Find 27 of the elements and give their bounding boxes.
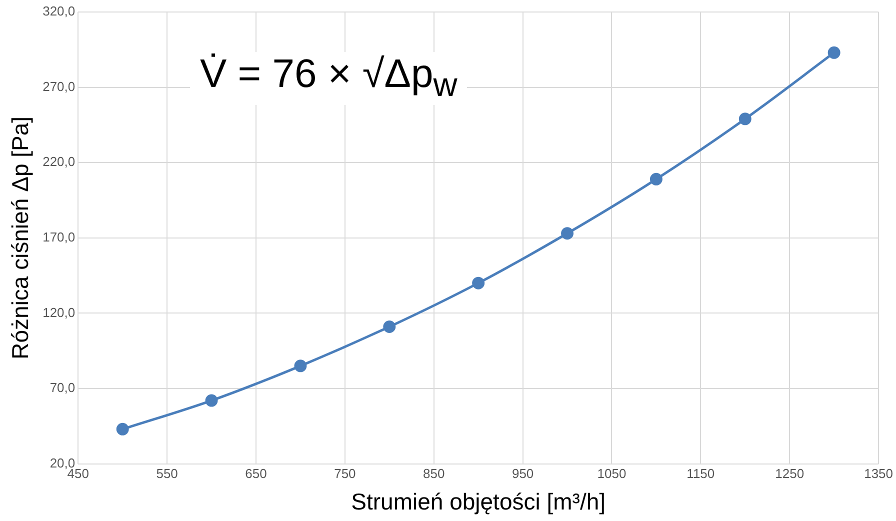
x-tick-label: 950 bbox=[512, 466, 534, 482]
x-tick-label: 650 bbox=[245, 466, 267, 482]
point bbox=[294, 360, 307, 372]
point bbox=[116, 422, 129, 436]
y-tick-label: 320,0 bbox=[42, 4, 76, 19]
y-tick-label: 270,0 bbox=[42, 78, 76, 94]
y-tick-label: 70,0 bbox=[50, 380, 76, 396]
x-tick-label: 1250 bbox=[775, 466, 804, 482]
y-axis-title: Różnica ciśnień Δp [Pa] bbox=[7, 116, 34, 360]
x-tick-label: 750 bbox=[334, 466, 356, 482]
x-tick-label: 1050 bbox=[597, 466, 626, 482]
y-tick-label: 120,0 bbox=[42, 304, 76, 320]
y-tick-label: 220,0 bbox=[42, 154, 76, 170]
point bbox=[561, 227, 574, 240]
point bbox=[650, 172, 662, 186]
point bbox=[383, 320, 396, 334]
x-tick-label: 550 bbox=[156, 466, 178, 482]
x-tick-label: 850 bbox=[423, 466, 445, 482]
point bbox=[738, 112, 752, 126]
point bbox=[205, 394, 218, 407]
x-tick-label: 1150 bbox=[686, 466, 715, 482]
y-tick-label: 170,0 bbox=[42, 229, 76, 244]
x-tick-label: 1350 bbox=[864, 466, 893, 482]
annotation: V̇ = 76 × √Δp$_{w}$ bbox=[190, 52, 468, 105]
x-axis-title: Strumień objętości [m³/h] bbox=[351, 488, 606, 515]
point bbox=[828, 46, 840, 59]
point bbox=[472, 276, 485, 290]
